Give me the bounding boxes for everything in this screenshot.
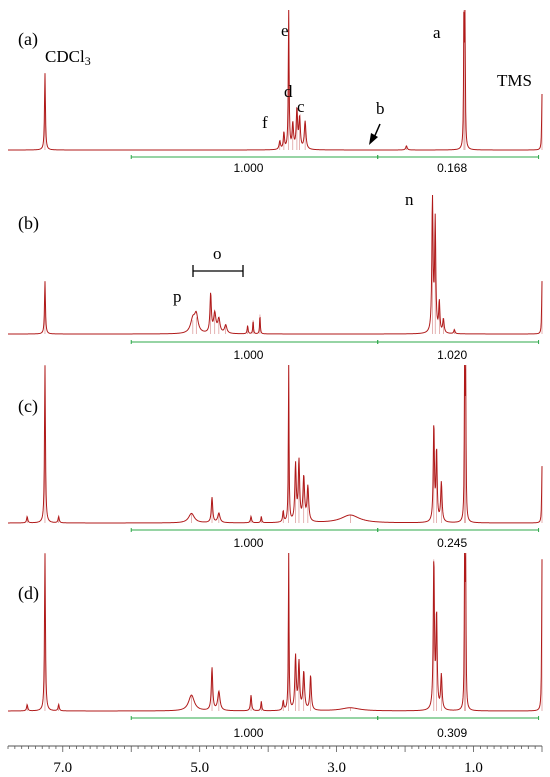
peak-label: n [405, 190, 414, 209]
panel-label: (d) [18, 583, 39, 604]
peak-label: TMS [497, 71, 532, 90]
panel-3: (c) 1.000 0.245 [8, 364, 543, 550]
arrowhead-b [369, 133, 378, 145]
peak-label: c [297, 97, 305, 116]
x-tick-label: 3.0 [327, 760, 346, 776]
integral-value: 1.000 [233, 726, 263, 740]
panel-1: (a) 1.000 0.168 [8, 9, 543, 175]
panel-label: (c) [18, 396, 38, 417]
integral-value: 1.000 [233, 161, 263, 175]
peak-label-subscript: 3 [85, 54, 91, 68]
peak-label: p [173, 287, 182, 306]
panel-4: (d) 1.000 0.309 [8, 552, 543, 740]
x-tick-label: 7.0 [53, 760, 72, 776]
integral-value: 0.309 [437, 726, 467, 740]
integral-value: 1.000 [233, 536, 263, 550]
peak-label: f [262, 113, 268, 132]
integral-value: 1.020 [437, 348, 467, 362]
integral-value: 1.000 [233, 348, 263, 362]
spectrum-trace [8, 9, 543, 151]
integral-value: 0.168 [437, 161, 467, 175]
spectrum-panels: (a)1.000 0.168(b)1.000 1.020(c)1.000 0.245(… [8, 9, 543, 740]
panel-2: (b) 1.000 1.020 [8, 194, 543, 362]
integral-value: 0.245 [437, 536, 467, 550]
spectrum-trace [8, 552, 543, 712]
x-axis: 7.0 5.0 3.0 1.0 [7, 745, 543, 776]
spectrum-trace [8, 364, 543, 524]
panel-label: (a) [18, 29, 38, 50]
peak-label: b [376, 99, 385, 118]
panel-label: (b) [18, 213, 39, 234]
spectrum-trace [8, 194, 543, 335]
peak-label: CDCl3 [45, 47, 91, 68]
peak-label: o [213, 244, 222, 263]
peak-label: a [433, 23, 441, 42]
peak-label: e [281, 21, 289, 40]
x-tick-label: 5.0 [190, 760, 209, 776]
peak-label-text: CDCl [45, 47, 85, 66]
peak-label: d [284, 82, 293, 101]
x-tick-label: 1.0 [464, 760, 483, 776]
